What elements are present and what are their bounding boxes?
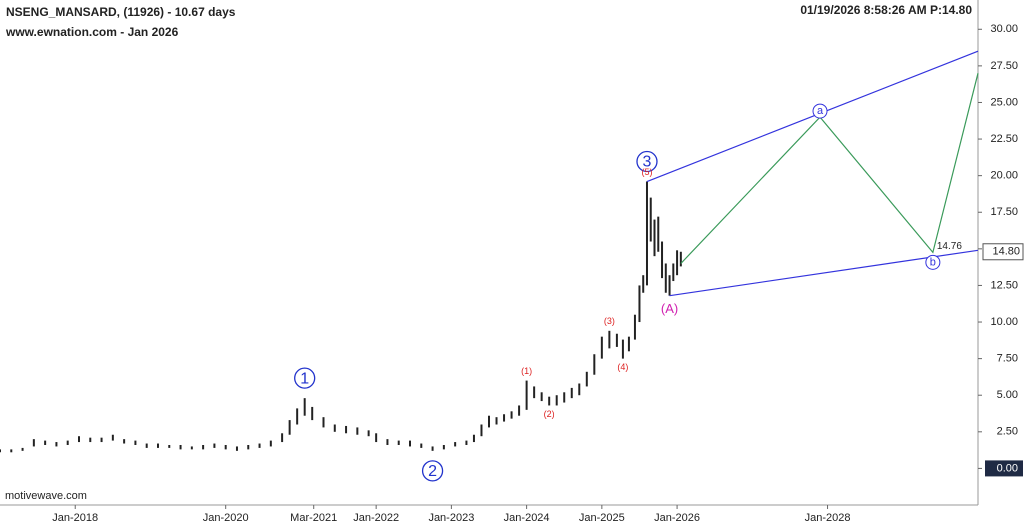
last-price-label: 14.80: [992, 246, 1020, 258]
x-tick-label: Jan-2022: [353, 512, 399, 524]
projection-marker: [925, 254, 941, 270]
projection-label: a: [817, 105, 824, 117]
y-tick-label: 20.00: [990, 170, 1018, 182]
chart-title: NSENG_MANSARD, (11926) - 10.67 days: [6, 5, 236, 19]
projection-label: b: [930, 256, 936, 268]
y-tick-label: 27.50: [990, 60, 1018, 72]
y-tick-label: 2.50: [997, 426, 1018, 438]
y-tick-label: 5.00: [997, 389, 1018, 401]
wave-marker: [421, 460, 444, 482]
y-tick-label: 0.00: [997, 462, 1018, 474]
y-tick-label: 12.50: [990, 279, 1018, 291]
x-tick-label: Jan-2020: [203, 512, 249, 524]
zero-box: [985, 460, 1023, 477]
wave-label: (2): [544, 409, 555, 419]
y-tick-label: 7.50: [997, 353, 1018, 365]
x-tick-label: Jan-2018: [52, 512, 98, 524]
y-tick-label: 10.00: [990, 316, 1018, 328]
last-price-box: [982, 243, 1024, 261]
x-tick-label: Jan-2023: [428, 512, 474, 524]
channel-upper: [646, 50, 979, 183]
y-tick-label: 25.00: [990, 96, 1018, 108]
wave-label: (A): [661, 301, 678, 316]
x-tick-label: Mar-2021: [290, 512, 337, 524]
x-tick-label: Jan-2024: [504, 512, 550, 524]
y-tick-label: 30.00: [990, 23, 1018, 35]
x-tick-label: Jan-2026: [654, 512, 700, 524]
x-tick-label: Jan-2025: [579, 512, 625, 524]
x-tick-label: Jan-2028: [805, 512, 851, 524]
timestamp: 01/19/2026 8:58:26 AM P:14.80: [800, 3, 972, 17]
y-tick-label: 22.50: [990, 133, 1018, 145]
wave-marker: [294, 367, 316, 389]
chart-subtitle: www.ewnation.com - Jan 2026: [5, 25, 179, 39]
wave-label: (4): [617, 362, 628, 372]
wave-label: 2: [428, 463, 437, 480]
wave-marker: [636, 150, 658, 173]
wave-label: (3): [604, 316, 615, 326]
projection-value: 14.76: [937, 241, 962, 252]
channel-lower: [669, 249, 979, 297]
watermark: motivewave.com: [5, 490, 87, 502]
projection-marker: [812, 103, 828, 119]
wave-label: 3: [643, 154, 652, 171]
wave-label: (5): [641, 167, 652, 177]
wave-label: 1: [300, 370, 309, 387]
wave-label: (1): [521, 366, 532, 376]
y-tick-label: 17.50: [990, 206, 1018, 218]
projection-path: [680, 73, 979, 264]
